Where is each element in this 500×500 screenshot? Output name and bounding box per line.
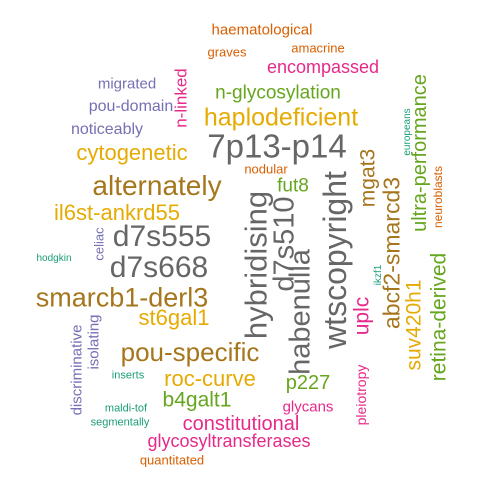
word-amacrine: amacrine [291, 40, 345, 56]
word-hybridising: hybridising [238, 190, 274, 340]
word-pleiotropy: pleiotropy [353, 364, 369, 426]
word-maldi-tof: maldi-tof [104, 402, 148, 415]
word-migrated: migrated [97, 75, 157, 93]
word-ultra-performance: ultra-performance [409, 74, 431, 232]
word-smarcb1-derl3: smarcb1-derl3 [35, 282, 209, 313]
word-constitutional: constitutional [182, 413, 300, 435]
word-haplodeficient: haplodeficient [203, 103, 359, 132]
word-pou-specific: pou-specific [120, 337, 260, 367]
word-mgat3: mgat3 [356, 148, 380, 208]
word-retina-derived: retina-derived [427, 252, 451, 382]
word-abcf2-smarcd3: abcf2-smarcd3 [378, 176, 405, 330]
word-wtscopyright: wtscopyright [317, 171, 353, 349]
word-neuroblasts: neuroblasts [431, 165, 445, 229]
word-habenulla: habenulla [284, 249, 317, 375]
word-europeans: europeans [402, 108, 413, 156]
word-glycans: glycans [282, 398, 334, 416]
word-cytogenetic: cytogenetic [76, 140, 188, 165]
word-d7s668: d7s668 [109, 251, 209, 284]
word-discriminative: discriminative [68, 324, 86, 416]
word-uplc: uplc [350, 296, 374, 336]
word-graves: graves [207, 44, 247, 60]
word-n-linked: n-linked [171, 68, 191, 128]
word-inserts: inserts [111, 369, 145, 382]
word-d7s555: d7s555 [112, 220, 212, 253]
word-glycosyltransferases: glycosyltransferases [147, 431, 311, 451]
word-suv420h1: suv420h1 [402, 279, 426, 371]
word-isolating: isolating [85, 314, 103, 370]
word-n-glycosylation: n-glycosylation [215, 82, 341, 104]
word-roc-curve: roc-curve [164, 366, 256, 391]
word-st6gal1: st6gal1 [138, 305, 210, 330]
word-p227: p227 [285, 372, 331, 394]
word-haematological: haematological [211, 21, 313, 39]
word-7p13-p14: 7p13-p14 [207, 127, 347, 165]
word-nodular: nodular [244, 161, 288, 177]
word-encompassed: encompassed [266, 57, 380, 77]
word-il6st-ankrd55: il6st-ankrd55 [54, 200, 180, 225]
word-b4galt1: b4galt1 [162, 388, 232, 412]
word-hodgkin: hodgkin [36, 253, 72, 264]
word-ikzf1: ikzf1 [373, 264, 384, 286]
word-quantitated: quantitated [139, 452, 205, 468]
word-noticeably: noticeably [70, 121, 144, 138]
word-fut8: fut8 [277, 175, 309, 197]
word-celiac: celiac [91, 227, 107, 261]
word-alternately: alternately [92, 170, 222, 201]
word-pou-domain: pou-domain [88, 98, 174, 115]
word-segmentally: segmentally [90, 416, 150, 429]
